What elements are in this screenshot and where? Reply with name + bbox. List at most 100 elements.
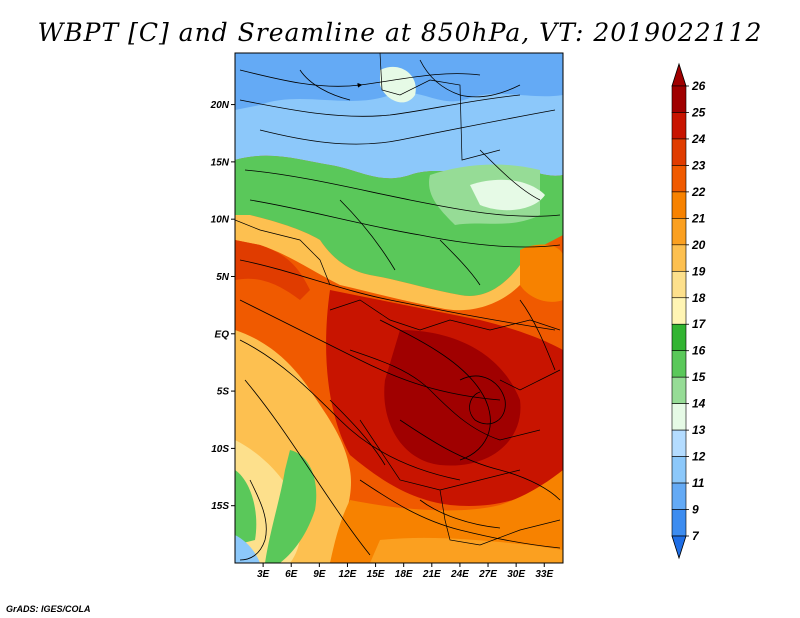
colorbar-segment [671, 244, 687, 272]
streamline [239, 69, 481, 88]
field-south-yellow [370, 537, 563, 563]
colorbar-segment [671, 509, 687, 537]
colorbar-label: 22 [691, 185, 706, 199]
colorbar-segment [671, 456, 687, 484]
streamline [244, 379, 371, 556]
colorbar-segment [671, 376, 687, 404]
colorbar-segment [671, 218, 687, 246]
lon-tick-label: 27E [478, 569, 497, 580]
colorbar-bottom-arrow [671, 535, 687, 560]
streamline [239, 479, 267, 561]
lat-tick-label: 10S [211, 444, 229, 455]
lat-tick-label: 10N [211, 215, 230, 226]
colorbar-label: 23 [691, 158, 706, 172]
boundary-line [439, 489, 561, 546]
map-frame [234, 52, 564, 564]
colorbar-label: 19 [692, 264, 706, 278]
streamline [299, 69, 351, 101]
streamline [479, 149, 541, 201]
colorbar-label: 12 [692, 450, 706, 464]
colorbar-label: 18 [692, 291, 706, 305]
streamline [459, 375, 506, 425]
colorbar-segment [671, 323, 687, 352]
lon-tick-label: 12E [339, 569, 357, 580]
lat-tick-label: 20N [210, 100, 230, 111]
colorbar-segment [671, 138, 687, 166]
boundary-line [379, 53, 501, 161]
colorbar-label: 9 [692, 503, 699, 517]
boundary-line [235, 219, 331, 286]
colorbar-segment [671, 191, 687, 219]
boundary-line [349, 349, 541, 441]
field-pale-patch [380, 66, 416, 103]
lat-tick-label: 15N [211, 157, 230, 168]
colorbar-label: 15 [692, 370, 706, 384]
lat-tick-label: 5S [217, 387, 230, 398]
chart-title: WBPT [C] and Sreamline at 850hPa, VT: 20… [37, 18, 763, 47]
colorbar-label: 24 [691, 132, 706, 146]
colorbar-segment [671, 297, 687, 325]
colorbar-label: 25 [691, 105, 706, 119]
lat-tick-label: 5N [216, 272, 230, 283]
colorbar-segment [671, 482, 687, 510]
streamline [519, 299, 556, 371]
colorbar-label: 16 [692, 344, 706, 358]
lon-tick-label: 18E [395, 569, 413, 580]
streamline [339, 199, 396, 271]
lon-tick-label: 21E [422, 569, 441, 580]
wbpt-field [235, 53, 563, 563]
streamline [359, 479, 561, 549]
colorbar-label: 20 [691, 238, 706, 252]
streamline [399, 419, 561, 501]
field-sw-green [265, 450, 317, 563]
streamline [239, 299, 501, 401]
colorbar-segment [671, 429, 687, 457]
streamline [239, 339, 461, 481]
colorbar-segment [671, 270, 687, 299]
boundary-line [359, 419, 521, 491]
colorbar-label: 14 [692, 397, 706, 411]
lon-tick-label: 33E [535, 569, 553, 580]
streamline [329, 399, 386, 466]
longitude-axis: 3E 6E 9E 12E 15E 18E 21E 24E 27E 30E 33E [257, 563, 553, 580]
colorbar: 26 25 24 23 22 21 20 19 18 17 16 15 14 13 12 11 9 7 [671, 62, 707, 560]
streamline [239, 259, 556, 331]
colorbar-segment [671, 165, 687, 193]
lon-tick-label: 3E [257, 569, 270, 580]
colorbar-segment [671, 350, 687, 378]
streamlines [239, 59, 561, 561]
streamline [249, 199, 561, 248]
grads-credit: GrADS: IGES/COLA [6, 604, 91, 614]
lat-tick-label: EQ [215, 329, 230, 340]
field-yellow-band [235, 215, 520, 311]
latitude-axis: 20N 15N 10N 5N EQ 5S 10S 15S [210, 100, 235, 512]
boundary-line [329, 299, 561, 331]
streamline [259, 109, 556, 145]
field-sw-green2 [235, 470, 257, 545]
colorbar-label: 11 [692, 476, 705, 490]
lon-tick-label: 6E [285, 569, 298, 580]
field-pale-green [470, 179, 545, 211]
lon-tick-label: 15E [367, 569, 385, 580]
lon-tick-label: 9E [313, 569, 326, 580]
colorbar-segment [671, 112, 687, 140]
lat-tick-label: 15S [211, 501, 229, 512]
colorbar-segment [671, 403, 687, 431]
colorbar-segment [671, 85, 687, 113]
colorbar-label: 13 [692, 423, 706, 437]
colorbar-label: 26 [691, 79, 706, 93]
colorbar-label: 7 [692, 529, 700, 543]
colorbar-label: 21 [691, 211, 706, 225]
colorbar-top-arrow [671, 62, 687, 87]
lon-tick-label: 30E [507, 569, 525, 580]
streamline [379, 319, 491, 461]
boundary-line [499, 369, 561, 391]
streamline [419, 499, 501, 529]
field-west-orange [235, 240, 310, 300]
streamline [439, 239, 481, 286]
country-boundaries [235, 53, 561, 546]
colorbar-label: 17 [692, 317, 707, 331]
streamline [244, 169, 561, 217]
lon-tick-label: 24E [450, 569, 469, 580]
